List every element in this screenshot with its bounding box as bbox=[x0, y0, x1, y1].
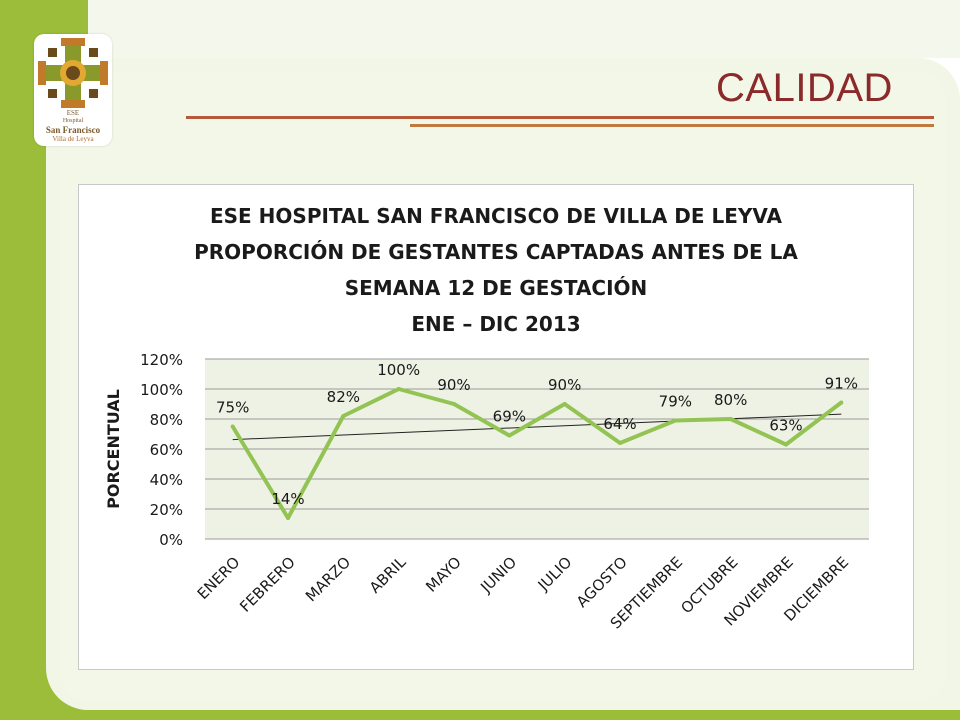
data-point bbox=[507, 433, 512, 438]
chart-title-line-1: ESE HOSPITAL SAN FRANCISCO DE VILLA DE L… bbox=[210, 204, 783, 228]
series-line bbox=[230, 387, 843, 520]
data-label: 100% bbox=[377, 361, 420, 379]
y-tick-label: 40% bbox=[150, 471, 183, 489]
chart-title-line-4: ENE – DIC 2013 bbox=[411, 312, 580, 336]
y-tick-label: 20% bbox=[150, 501, 183, 519]
y-tick-label: 0% bbox=[159, 531, 183, 549]
x-tick-label: AGOSTO bbox=[573, 553, 631, 611]
data-point bbox=[673, 418, 678, 423]
logo-line-4: Villa de Leyva bbox=[52, 135, 94, 143]
logo-line-2: Hospital bbox=[62, 118, 84, 124]
data-label: 82% bbox=[327, 388, 360, 406]
chart-title-line-2: PROPORCIÓN DE GESTANTES CAPTADAS ANTES D… bbox=[194, 240, 798, 264]
data-point bbox=[452, 402, 456, 406]
y-tick-label: 60% bbox=[150, 441, 183, 459]
cross-emblem-icon bbox=[38, 38, 108, 108]
x-tick-label: ABRIL bbox=[366, 553, 410, 597]
hospital-logo: ESE Hospital San Francisco Villa de Leyv… bbox=[34, 34, 112, 146]
line-chart: ESE HOSPITAL SAN FRANCISCO DE VILLA DE L… bbox=[104, 204, 869, 633]
data-point bbox=[728, 417, 733, 421]
x-tick-label: MARZO bbox=[302, 553, 354, 605]
y-tick-label: 80% bbox=[150, 411, 183, 429]
data-label: 63% bbox=[769, 417, 802, 435]
data-label: 91% bbox=[825, 375, 858, 393]
data-point bbox=[562, 402, 567, 406]
slide-title: CALIDAD bbox=[716, 66, 893, 110]
logo-line-3: San Francisco bbox=[45, 125, 101, 135]
chart-title: ESE HOSPITAL SAN FRANCISCO DE VILLA DE L… bbox=[194, 204, 798, 336]
data-point bbox=[341, 414, 346, 418]
data-label: 75% bbox=[216, 399, 249, 417]
chart-container: ESE HOSPITAL SAN FRANCISCO DE VILLA DE L… bbox=[78, 184, 914, 670]
title-rule-upper bbox=[186, 116, 934, 119]
chart-title-line-3: SEMANA 12 DE GESTACIÓN bbox=[345, 276, 648, 300]
data-label: 64% bbox=[603, 415, 636, 433]
data-label: 90% bbox=[437, 376, 470, 394]
data-point bbox=[286, 516, 290, 520]
data-label: 79% bbox=[659, 393, 692, 411]
y-axis-ticks: 0% 20% 40% 60% 80% 100% 120% bbox=[140, 351, 183, 549]
data-point bbox=[784, 442, 788, 447]
y-axis-label: PORCENTUAL bbox=[104, 389, 123, 509]
x-tick-label: MAYO bbox=[422, 553, 465, 596]
data-label: 14% bbox=[271, 490, 304, 508]
data-labels: 75% 14% 82% 100% 90% 69% 90% 64% 79% 80% 63% 91% bbox=[216, 361, 858, 520]
y-tick-label: 100% bbox=[140, 381, 183, 399]
top-strip bbox=[88, 0, 960, 58]
data-point bbox=[839, 400, 844, 405]
x-tick-label: FEBRERO bbox=[236, 553, 299, 616]
data-label: 69% bbox=[493, 408, 526, 426]
data-point bbox=[230, 424, 235, 429]
logo-line-1: ESE bbox=[66, 109, 80, 117]
y-tick-label: 120% bbox=[140, 351, 183, 369]
data-point bbox=[618, 441, 622, 445]
data-point bbox=[396, 387, 401, 391]
x-tick-label: JUNIO bbox=[476, 553, 520, 597]
x-tick-label: JULIO bbox=[534, 553, 576, 595]
x-tick-label: ENERO bbox=[194, 553, 244, 603]
data-label: 90% bbox=[548, 376, 581, 394]
data-label: 80% bbox=[714, 391, 747, 409]
title-rule-lower bbox=[410, 124, 934, 127]
